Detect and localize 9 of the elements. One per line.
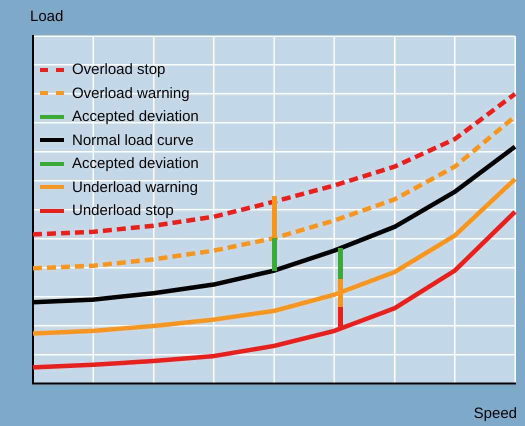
- x-axis-title: Speed: [474, 405, 517, 422]
- legend-label: Overload stop: [71, 60, 166, 80]
- y-axis-title: Load: [30, 8, 64, 25]
- legend-label: Normal load curve: [71, 130, 195, 150]
- legend-label: Underload warning: [71, 178, 199, 198]
- legend-label: Overload warning: [71, 84, 191, 104]
- legend-label: Underload stop: [71, 201, 175, 221]
- annotation: Accepted deviation: [71, 154, 199, 174]
- annotation: Accepted deviation: [71, 107, 199, 127]
